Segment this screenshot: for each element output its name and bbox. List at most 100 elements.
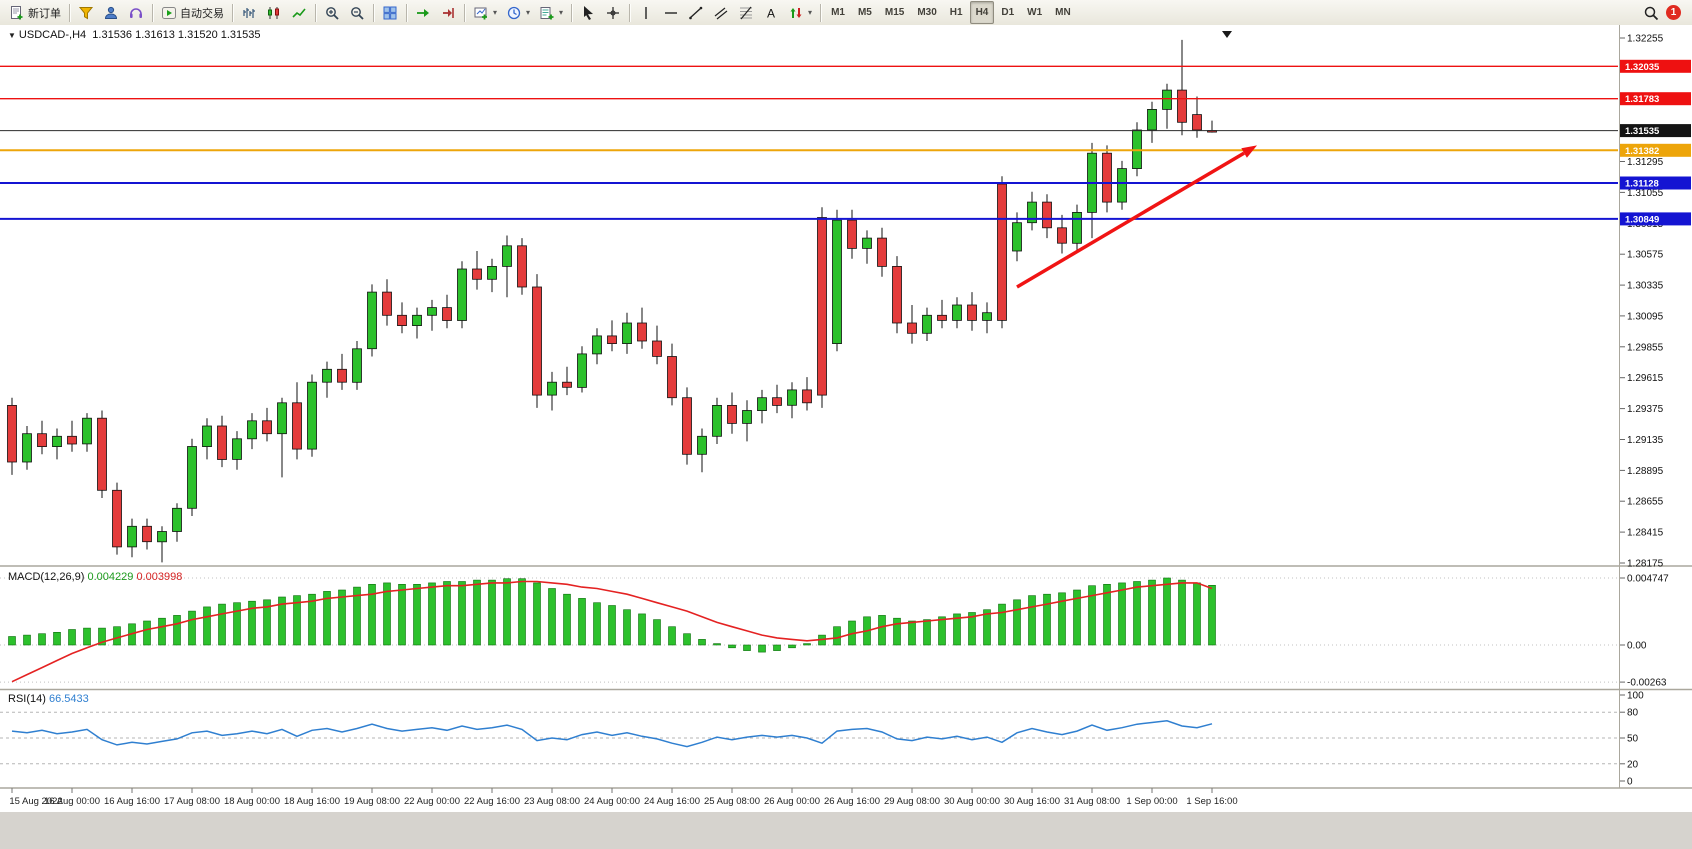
trendline-icon: [688, 5, 704, 21]
autotrading-button-label: 自动交易: [180, 7, 224, 20]
svg-text:24 Aug 00:00: 24 Aug 00:00: [584, 796, 640, 807]
svg-text:25 Aug 08:00: 25 Aug 08:00: [704, 796, 760, 807]
indicators-button[interactable]: ▾: [535, 1, 567, 24]
text-button[interactable]: A: [759, 1, 783, 24]
chevron-down-icon: ▾: [808, 8, 813, 17]
chart-canvas[interactable]: text{font-family:"Liberation Sans","Deja…: [0, 25, 1692, 812]
svg-text:22 Aug 00:00: 22 Aug 00:00: [404, 796, 460, 807]
new-chart-button[interactable]: ▾: [469, 1, 501, 24]
svg-text:24 Aug 16:00: 24 Aug 16:00: [644, 796, 700, 807]
toolbar-separator: [69, 3, 70, 22]
profiles-button[interactable]: ▾: [502, 1, 534, 24]
svg-text:30 Aug 00:00: 30 Aug 00:00: [944, 796, 1000, 807]
svg-text:1.29855: 1.29855: [1627, 342, 1664, 353]
svg-text:0: 0: [1627, 777, 1633, 788]
new-order-button[interactable]: 新订单: [5, 1, 65, 24]
notification-badge[interactable]: 1: [1666, 5, 1681, 20]
svg-text:100: 100: [1627, 691, 1644, 702]
chart-shift-button[interactable]: [436, 1, 460, 24]
svg-text:1.28895: 1.28895: [1627, 466, 1664, 477]
vertical-line-button[interactable]: [634, 1, 658, 24]
svg-text:0.004747: 0.004747: [1627, 574, 1669, 585]
tile-windows-button[interactable]: [378, 1, 402, 24]
new-order-button-label: 新订单: [28, 7, 61, 20]
profile-button[interactable]: [99, 1, 123, 24]
vertical-line-icon: [638, 5, 654, 21]
line-chart-icon: [291, 5, 307, 21]
svg-text:1.31783: 1.31783: [1625, 94, 1659, 105]
svg-text:1.30575: 1.30575: [1627, 250, 1664, 261]
svg-text:26 Aug 16:00: 26 Aug 16:00: [824, 796, 880, 807]
timeframe-h1-button[interactable]: H1: [949, 7, 963, 18]
crosshair-button[interactable]: [601, 1, 625, 24]
svg-text:29 Aug 08:00: 29 Aug 08:00: [884, 796, 940, 807]
zoom-out-icon: [349, 5, 365, 21]
svg-text:A: A: [767, 6, 775, 20]
svg-text:1.31055: 1.31055: [1627, 188, 1664, 199]
market-sound-button[interactable]: [124, 1, 148, 24]
candle-chart-icon: [266, 5, 282, 21]
timeframe-m30-button[interactable]: M30: [917, 7, 937, 18]
svg-text:1.31295: 1.31295: [1627, 157, 1664, 168]
timeframe-d1-button[interactable]: D1: [1001, 7, 1015, 18]
arrows-icon: [788, 5, 804, 21]
toolbar-separator: [820, 3, 822, 22]
svg-text:1.31382: 1.31382: [1625, 146, 1659, 157]
svg-text:0.00: 0.00: [1627, 641, 1647, 652]
bar-chart-icon: [241, 5, 257, 21]
svg-text:1.28415: 1.28415: [1627, 528, 1664, 539]
svg-text:50: 50: [1627, 734, 1639, 745]
candle-chart-button[interactable]: [262, 1, 286, 24]
auto-scroll-button[interactable]: [411, 1, 435, 24]
zoom-out-button[interactable]: [345, 1, 369, 24]
channel-button[interactable]: [709, 1, 733, 24]
bar-chart-button[interactable]: [237, 1, 261, 24]
svg-text:1.29375: 1.29375: [1627, 404, 1664, 415]
zoom-in-button[interactable]: [320, 1, 344, 24]
svg-text:26 Aug 00:00: 26 Aug 00:00: [764, 796, 820, 807]
cursor-icon: [580, 5, 596, 21]
timeframe-w1-button[interactable]: W1: [1027, 7, 1043, 18]
arrows-button[interactable]: ▾: [784, 1, 816, 24]
fibonacci-button[interactable]: [734, 1, 758, 24]
new-order-icon: [9, 5, 25, 21]
profile-icon: [103, 5, 119, 21]
fibonacci-icon: [738, 5, 754, 21]
svg-text:1.31535: 1.31535: [1625, 126, 1660, 137]
svg-text:1.30095: 1.30095: [1627, 311, 1664, 322]
chart-shift-icon: [440, 5, 456, 21]
timeframe-m15-button[interactable]: M15: [884, 7, 905, 18]
svg-text:1.30849: 1.30849: [1625, 214, 1659, 225]
svg-text:18 Aug 16:00: 18 Aug 16:00: [284, 796, 340, 807]
toolbar-separator: [152, 3, 153, 22]
svg-text:1.30335: 1.30335: [1627, 281, 1664, 292]
svg-text:80: 80: [1627, 708, 1639, 719]
svg-text:-0.00263: -0.00263: [1627, 678, 1667, 689]
line-chart-button[interactable]: [287, 1, 311, 24]
svg-text:16 Aug 00:00: 16 Aug 00:00: [44, 796, 100, 807]
svg-text:31 Aug 08:00: 31 Aug 08:00: [1064, 796, 1120, 807]
auto-scroll-icon: [415, 5, 431, 21]
search-button[interactable]: [1639, 1, 1663, 24]
cursor-button[interactable]: [576, 1, 600, 24]
svg-text:20: 20: [1627, 759, 1639, 770]
toolbar-separator: [629, 3, 631, 22]
timeframe-m1-button[interactable]: M1: [831, 7, 845, 18]
toolbar-separator: [464, 3, 465, 22]
autotrading-button[interactable]: 自动交易: [157, 1, 228, 24]
horizontal-line-button[interactable]: [659, 1, 683, 24]
timeframe-m5-button[interactable]: M5: [857, 7, 872, 18]
svg-text:18 Aug 00:00: 18 Aug 00:00: [224, 796, 280, 807]
text-icon: A: [763, 5, 779, 21]
trendline-button[interactable]: [684, 1, 708, 24]
toolbar: 新订单 自动交易 ▾ ▾ ▾ A ▾ M1 M5 M15 M30 H1 H4 D1 W1 MN 1: [0, 0, 1692, 26]
svg-text:16 Aug 16:00: 16 Aug 16:00: [104, 796, 160, 807]
new-chart-icon: [473, 5, 489, 21]
timeframe-h4-button[interactable]: H4: [969, 1, 995, 24]
timeframe-mn-button[interactable]: MN: [1055, 7, 1071, 18]
indicators-icon: [539, 5, 555, 21]
profiles-icon: [506, 5, 522, 21]
channel-icon: [713, 5, 729, 21]
favorites-button[interactable]: [74, 1, 98, 24]
svg-text:1 Sep 16:00: 1 Sep 16:00: [1186, 796, 1237, 807]
